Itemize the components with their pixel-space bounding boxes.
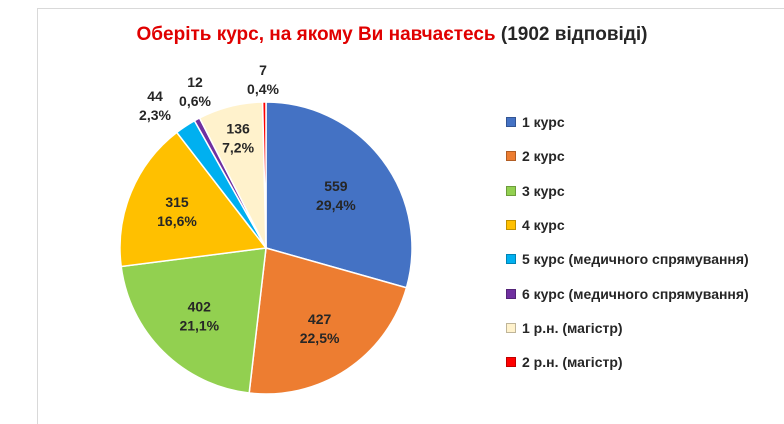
chart-title-response-count: (1902 відповіді) xyxy=(500,24,648,45)
legend-label: 5 курс (медичного спрямування) xyxy=(522,251,749,268)
pie-slice xyxy=(261,101,267,249)
legend-swatch xyxy=(506,357,516,368)
legend-swatch xyxy=(506,254,516,265)
pie-slice xyxy=(265,101,413,289)
slice-percent-label: 16,6% xyxy=(157,213,197,229)
legend-label: 1 р.н. (магістр) xyxy=(522,319,623,336)
legend-entry: 5 курс (медичного спрямування) xyxy=(506,242,749,276)
legend-entry: 6 курс (медичного спрямування) xyxy=(506,276,749,310)
slice-percent-label: 21,1% xyxy=(179,318,219,334)
slice-value-label: 427 xyxy=(308,311,332,327)
legend-swatch xyxy=(506,322,516,333)
slice-percent-label: 29,4% xyxy=(316,197,356,213)
pie-slices xyxy=(119,101,413,395)
legend-swatch xyxy=(506,185,516,196)
legend-swatch xyxy=(506,220,516,231)
slice-value-label: 44 xyxy=(147,88,163,104)
chart-title-main: Оберіть курс, на якому Ви навчаєтесь xyxy=(136,24,496,45)
legend-label: 1 курс xyxy=(522,114,565,131)
slice-percent-label: 7,2% xyxy=(222,140,254,156)
slice-value-label: 315 xyxy=(165,194,189,210)
slice-percent-label: 0,4% xyxy=(247,81,279,97)
legend-swatch xyxy=(506,151,516,162)
legend-entry: 1 р.н. (магістр) xyxy=(506,311,749,345)
slice-value-label: 12 xyxy=(187,74,203,90)
legend-swatch xyxy=(506,117,516,128)
slice-percent-label: 2,3% xyxy=(139,107,171,123)
slice-value-label: 7 xyxy=(259,62,267,78)
legend-entry: 2 курс xyxy=(506,139,749,173)
legend-entry: 3 курс xyxy=(506,174,749,208)
legend-label: 4 курс xyxy=(522,217,565,234)
legend-entry: 2 р.н. (магістр) xyxy=(506,345,749,379)
chart-title: Оберіть курс, на якому Ви навчаєтесь (19… xyxy=(0,24,784,46)
slice-value-label: 402 xyxy=(188,299,212,315)
chart-frame-left-border xyxy=(37,8,38,424)
slice-value-label: 559 xyxy=(324,178,348,194)
legend-label: 3 курс xyxy=(522,182,565,199)
pie-slice xyxy=(120,247,267,394)
pie-data-labels: 559 29,4% 427 22,5% 402 21,1% 315 16,6% 44 2,3% 12… xyxy=(139,62,356,346)
legend-entry: 4 курс xyxy=(506,208,749,242)
legend-swatch xyxy=(506,288,516,299)
slice-value-label: 136 xyxy=(226,121,250,137)
chart-frame-top-border xyxy=(37,8,784,9)
slice-percent-label: 22,5% xyxy=(300,330,340,346)
slice-percent-label: 0,6% xyxy=(179,93,211,109)
chart-legend: 1 курс 2 курс 3 курс 4 курс 5 курс (медичног… xyxy=(506,105,749,379)
legend-label: 2 р.н. (магістр) xyxy=(522,354,623,371)
legend-entry: 1 курс xyxy=(506,105,749,139)
legend-label: 6 курс (медичного спрямування) xyxy=(522,285,749,302)
pie-slice xyxy=(119,131,268,268)
pie-slice xyxy=(248,247,408,395)
legend-label: 2 курс xyxy=(522,148,565,165)
